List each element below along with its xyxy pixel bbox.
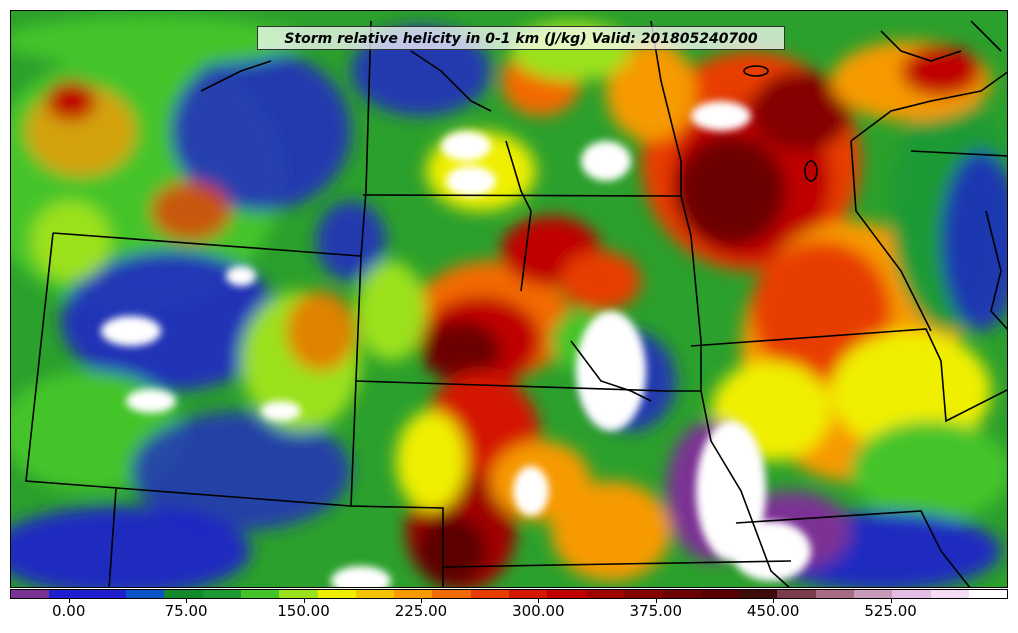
colorbar-segment (624, 590, 663, 598)
boundaries (25, 20, 1007, 587)
colorbar-segment (777, 590, 816, 598)
colorbar-segment (585, 590, 624, 598)
colorbar-segment (547, 590, 586, 598)
colorbar-tick-mark (303, 599, 305, 603)
colorbar-segment (87, 590, 126, 598)
colorbar-segment (968, 590, 1007, 598)
river-line (410, 50, 492, 112)
colorbar-tick-mark (773, 599, 775, 603)
boundary-line (650, 20, 682, 196)
colorbar-segment (240, 590, 280, 598)
colorbar-tick-mark (68, 599, 70, 603)
colorbar-segment (470, 590, 510, 598)
colorbar-tick-label: 300.00 (512, 602, 565, 620)
boundary-line (910, 150, 1007, 157)
colorbar-tick-label: 450.00 (746, 602, 800, 620)
colorbar-segment (49, 590, 88, 598)
colorbar-tick-mark (890, 599, 892, 603)
colorbar-tick-label: 225.00 (394, 602, 448, 620)
colorbar-tick-label: 525.00 (864, 602, 917, 620)
colorbar-segment (202, 590, 241, 598)
colorbar-segment (317, 590, 356, 598)
boundary-line (690, 328, 1007, 423)
white-high-regions (101, 101, 811, 587)
colorbar-segment (815, 590, 854, 598)
colorbar-segment (509, 590, 548, 598)
boundary-line (52, 20, 372, 257)
colorbar-tick-label: 0.00 (52, 602, 86, 620)
boundary-line (700, 390, 790, 587)
helicity-map (11, 11, 1007, 587)
colorbar-tick-label: 150.00 (277, 602, 330, 620)
lake-outline (804, 160, 818, 182)
boundary-line (362, 194, 702, 391)
boundary-line (850, 140, 932, 332)
colorbar-tick-mark (420, 599, 422, 603)
colorbar-segment (432, 590, 471, 598)
river-line (505, 140, 532, 292)
colorbar-segment (700, 590, 739, 598)
colorbar-segment (930, 590, 969, 598)
colorbar-segment (662, 590, 701, 598)
boundary-line (108, 488, 117, 587)
colorbar-segment (892, 590, 931, 598)
colorbar-segment (125, 590, 165, 598)
colorbar-tick-mark (655, 599, 657, 603)
colorbar-segment (853, 590, 893, 598)
boundary-line (350, 505, 444, 587)
map-panel: Storm relative helicity in 0-1 km (J/kg)… (10, 10, 1008, 588)
river-line (200, 60, 272, 92)
boundary-line (850, 71, 1007, 142)
map-title: Storm relative helicity in 0-1 km (J/kg)… (257, 26, 785, 50)
colorbar (10, 589, 1008, 599)
colorbar-segment (279, 590, 318, 598)
boundary-line (355, 380, 701, 392)
colorbar-segment (11, 590, 50, 598)
boundary-line (970, 20, 1002, 52)
colorbar-segment (738, 590, 778, 598)
lake-outline (743, 65, 769, 77)
boundary-line (442, 560, 792, 568)
boundary-line (985, 210, 1007, 330)
colorbar-segment (394, 590, 433, 598)
colorbar-segment (355, 590, 395, 598)
boundary-line (735, 510, 971, 587)
colorbar-tick-labels: 0.00 75.00 150.00 225.00 300.00 375.00 450.00 5… (10, 599, 1008, 630)
colorbar-tick-mark (186, 599, 188, 603)
boundary-line (880, 30, 962, 62)
colorbar-segment (164, 590, 203, 598)
colorbar-tick-label: 75.00 (164, 602, 208, 620)
river-line (570, 340, 652, 402)
colorbar-tick-mark (538, 599, 540, 603)
colorbar-tick-label: 375.00 (629, 602, 683, 620)
